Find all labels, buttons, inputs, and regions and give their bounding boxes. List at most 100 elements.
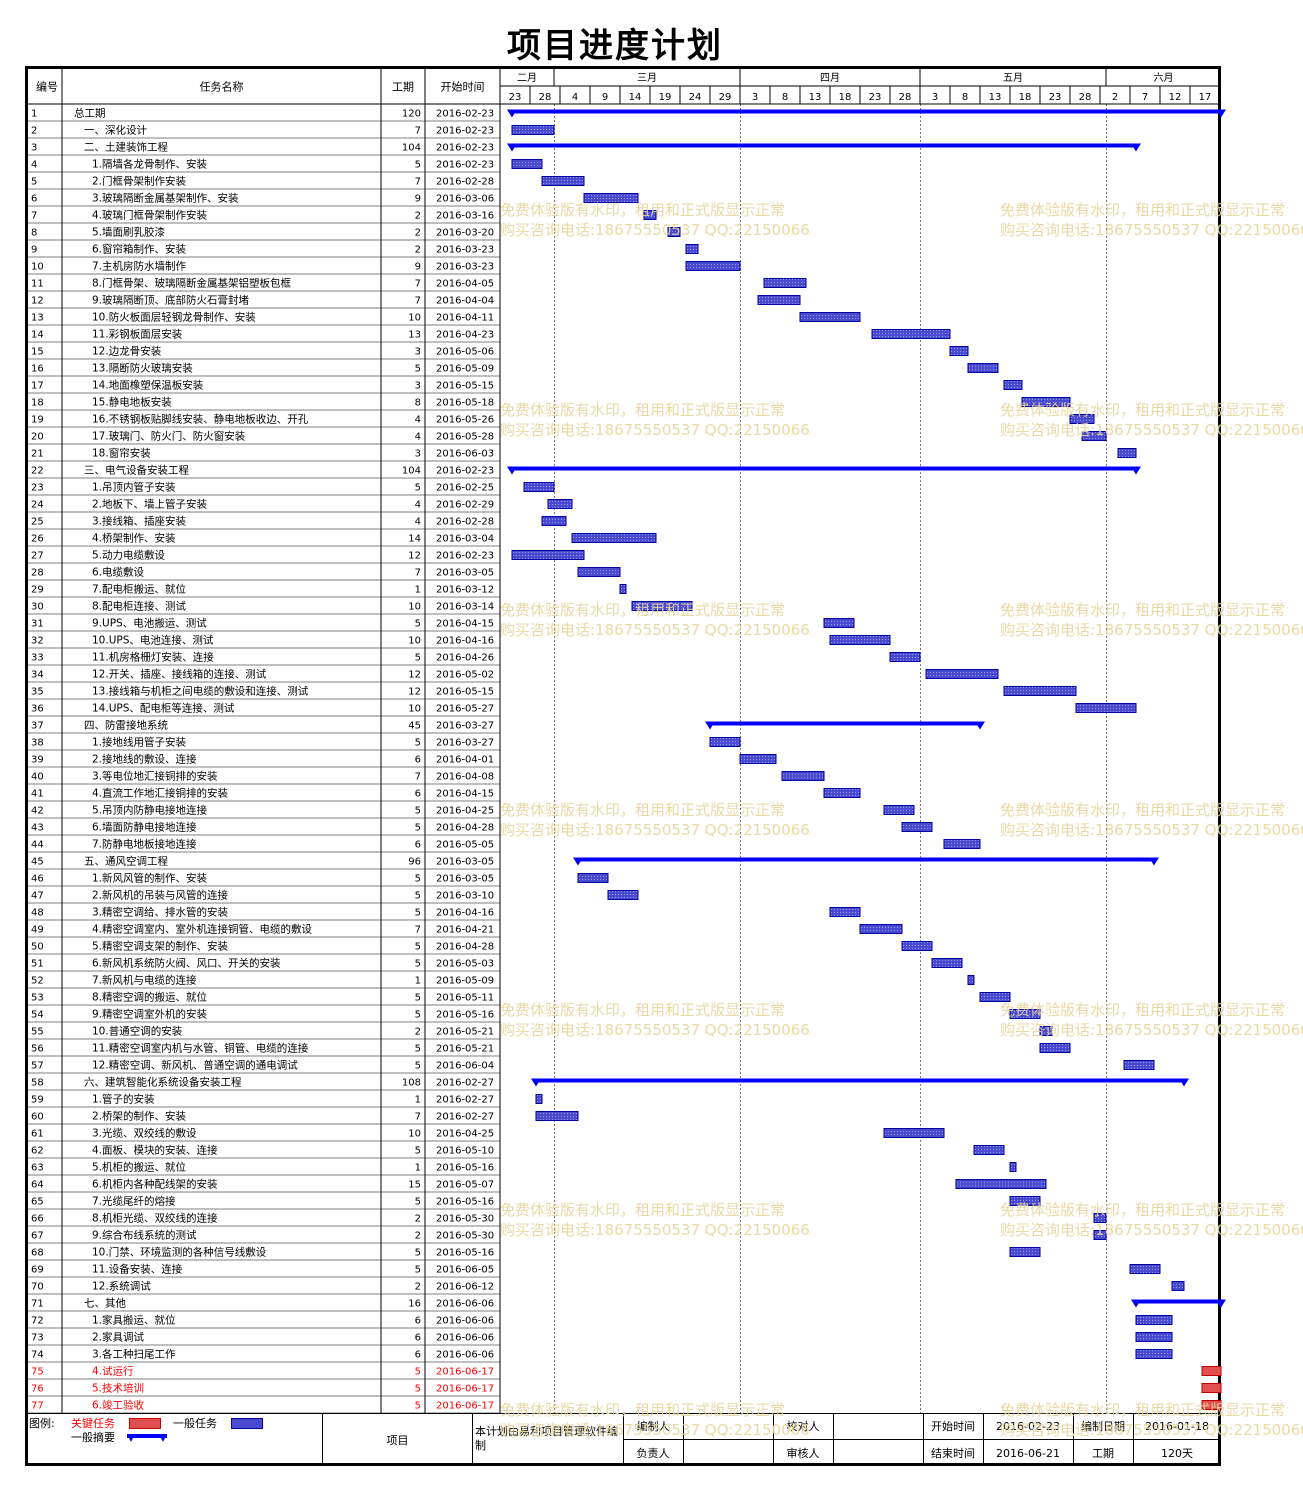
row-start: 2016-03-12 (436, 585, 494, 596)
header-name: 任务名称 (200, 80, 244, 94)
row-duration: 2 (415, 228, 421, 239)
row-name: 4.面板、模块的安装、连接 (92, 1144, 218, 1157)
row-id: 34 (31, 670, 44, 681)
row-start: 2016-02-25 (436, 483, 494, 494)
row-start: 2016-05-16 (436, 1248, 494, 1259)
row-id: 11 (31, 279, 44, 290)
row-duration: 7 (415, 279, 421, 290)
row-id: 30 (31, 602, 44, 613)
row-name: 5.技术培训 (92, 1382, 144, 1395)
row-name: 五、通风空调工程 (84, 855, 168, 868)
row-name: 2.桥架的制作、安装 (92, 1110, 187, 1123)
row-duration: 7 (415, 568, 421, 579)
row-id: 36 (31, 704, 44, 715)
row-id: 20 (31, 432, 44, 443)
row-duration: 2 (415, 1231, 421, 1242)
day-tick-label: 13 (989, 92, 1002, 103)
row-duration: 10 (408, 704, 421, 715)
row-id: 26 (31, 534, 44, 545)
row-name: 3.玻璃隔断金属基架制作、安装 (92, 192, 239, 205)
row-id: 70 (31, 1282, 44, 1293)
row-name: 1.吊顶内管子安装 (92, 481, 176, 494)
task-bar (901, 822, 933, 832)
header-start: 开始时间 (441, 80, 485, 94)
row-duration: 7 (415, 1112, 421, 1123)
task-bar (1039, 1026, 1053, 1036)
draft-date-value: 2016-01-18 (1145, 1419, 1209, 1433)
day-tick-label: 28 (899, 92, 912, 103)
day-tick-label: 18 (839, 92, 852, 103)
task-bar (1135, 1315, 1173, 1325)
task-bar (829, 635, 891, 645)
row-start: 2016-02-23 (436, 143, 494, 154)
row-start: 2016-05-15 (436, 687, 494, 698)
task-bar (619, 584, 627, 594)
row-duration: 14 (408, 534, 421, 545)
row-id: 6 (31, 194, 37, 205)
row-start: 2016-02-23 (436, 126, 494, 137)
row-name: 6.新风机系统防火阀、风口、开关的安装 (92, 957, 281, 970)
row-id: 66 (31, 1214, 44, 1225)
row-start: 2016-04-25 (436, 1129, 494, 1140)
row-start: 2016-04-01 (436, 755, 494, 766)
row-id: 71 (31, 1299, 44, 1310)
row-name: 4.精密空调室内、室外机连接铜管、电缆的敷设 (92, 923, 313, 936)
task-bar (949, 346, 969, 356)
row-start: 2016-04-21 (436, 925, 494, 936)
row-start: 2016-05-28 (436, 432, 494, 443)
row-duration: 104 (402, 143, 421, 154)
row-name: 12.开关、插座、接线箱的连接、测试 (92, 668, 267, 681)
row-id: 49 (31, 925, 44, 936)
row-name: 10.普通空调的安装 (92, 1025, 183, 1038)
summary-bar-start-cap (507, 109, 517, 118)
row-duration: 5 (415, 993, 421, 1004)
row-id: 21 (31, 449, 44, 460)
task-bar (511, 550, 585, 560)
row-name: 10.防火板面层轻钢龙骨制作、安装 (92, 311, 256, 324)
row-duration: 6 (415, 840, 421, 851)
day-tick-label: 9 (602, 92, 608, 103)
row-id: 75 (31, 1367, 44, 1378)
row-name: 3.各工种扫尾工作 (92, 1348, 176, 1361)
task-bar (931, 958, 963, 968)
row-name: 6.墙面防静电接地连接 (92, 821, 197, 834)
row-duration: 6 (415, 1333, 421, 1344)
header-duration: 工期 (392, 81, 414, 94)
row-id: 76 (31, 1384, 44, 1395)
task-bar (511, 159, 543, 169)
row-start: 2016-06-06 (436, 1299, 494, 1310)
row-name: 14.UPS、配电柜等连接、测试 (92, 702, 235, 715)
row-name: 5.精密空调支架的制作、安装 (92, 940, 229, 953)
task-bar (583, 193, 639, 203)
summary-bar-start-cap (1131, 1299, 1141, 1308)
month-label: 三月 (637, 72, 657, 84)
row-start: 2016-04-11 (436, 313, 494, 324)
row-id: 72 (31, 1316, 44, 1327)
task-bar (1039, 1043, 1071, 1053)
row-start: 2016-04-28 (436, 823, 494, 834)
row-start: 2016-02-23 (436, 466, 494, 477)
row-duration: 9 (415, 194, 421, 205)
task-bar (577, 567, 621, 577)
row-duration: 6 (415, 789, 421, 800)
row-name: 六、建筑智能化系统设备安装工程 (84, 1076, 242, 1089)
row-id: 38 (31, 738, 44, 749)
row-name: 9.综合布线系统的测试 (92, 1229, 197, 1242)
row-start: 2016-03-23 (436, 262, 494, 273)
day-tick-label: 7 (1142, 92, 1148, 103)
row-start: 2016-02-23 (436, 160, 494, 171)
row-name: 1.管子的安装 (92, 1093, 155, 1106)
task-bar (511, 125, 555, 135)
row-id: 12 (31, 296, 44, 307)
row-start: 2016-04-26 (436, 653, 494, 664)
row-duration: 3 (415, 347, 421, 358)
row-start: 2016-06-17 (436, 1367, 494, 1378)
day-tick-label: 8 (962, 92, 968, 103)
row-duration: 1 (415, 1163, 421, 1174)
software-note: 本计划由易利项目管理软件编制 (475, 1425, 618, 1452)
row-start: 2016-05-21 (436, 1027, 494, 1038)
row-id: 37 (31, 721, 44, 732)
row-name: 2.门框骨架制作安装 (92, 175, 187, 188)
row-duration: 5 (415, 1401, 421, 1412)
row-start: 2016-02-27 (436, 1078, 494, 1089)
